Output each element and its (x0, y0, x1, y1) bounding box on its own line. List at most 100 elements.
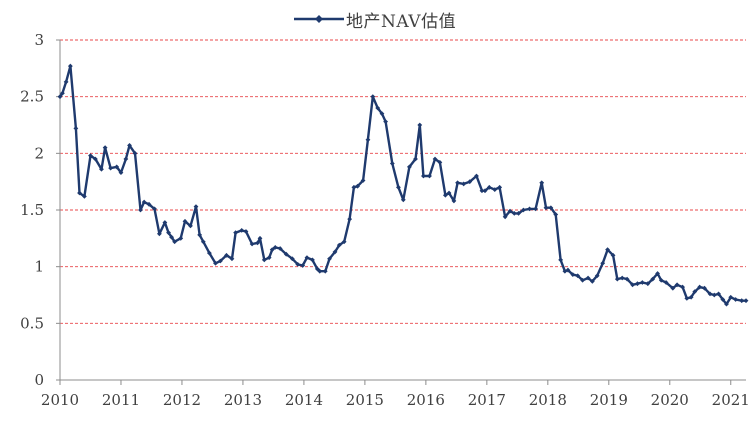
data-point (728, 294, 734, 300)
data-point (539, 180, 545, 186)
data-point (610, 252, 616, 258)
data-point (655, 271, 660, 276)
data-point (283, 251, 289, 257)
data-point (389, 161, 395, 166)
data-point (413, 156, 418, 162)
data-point (585, 275, 591, 281)
data-point (516, 211, 521, 216)
x-tick-label: 2010 (41, 391, 79, 409)
data-point (527, 206, 532, 212)
data-point (193, 204, 199, 209)
data-point (102, 145, 108, 151)
data-point (739, 298, 745, 304)
data-point (300, 263, 306, 268)
y-tick-label: 3 (34, 31, 44, 49)
data-point (152, 206, 157, 212)
data-point (521, 207, 526, 213)
data-point (580, 277, 585, 283)
data-point (243, 229, 249, 234)
data-point (178, 235, 184, 241)
data-point (707, 291, 713, 297)
data-point (249, 241, 255, 247)
data-point (336, 242, 342, 248)
data-point (548, 205, 554, 211)
x-tick-label: 2021 (712, 391, 750, 409)
data-point (295, 262, 301, 267)
data-point (166, 230, 171, 236)
data-point (451, 198, 457, 204)
data-point (269, 247, 275, 253)
data-point (543, 205, 549, 211)
y-tick-label: 1 (34, 258, 44, 276)
x-tick-label: 2013 (224, 391, 262, 409)
data-point (605, 247, 610, 253)
data-point (421, 173, 426, 179)
x-tick-label: 2016 (407, 391, 445, 409)
legend: 地产NAV估值 (292, 6, 456, 32)
data-point (486, 184, 492, 190)
data-point (502, 214, 508, 220)
data-point (570, 272, 576, 277)
x-tick-label: 2017 (468, 391, 506, 409)
data-point (206, 250, 212, 256)
data-point (400, 197, 406, 203)
data-point (375, 105, 381, 111)
data-point (432, 156, 438, 162)
data-point (132, 150, 138, 156)
data-point (88, 153, 93, 158)
legend-marker-line (294, 15, 344, 23)
data-point (645, 281, 651, 287)
data-point (630, 282, 635, 288)
data-point (674, 282, 680, 288)
data-point (224, 252, 229, 258)
y-tick-label: 2.5 (20, 88, 44, 106)
data-point (407, 164, 412, 170)
data-point (589, 279, 595, 284)
series-line (59, 64, 746, 306)
data-point (446, 190, 452, 196)
data-point (99, 166, 104, 172)
data-point (67, 63, 73, 69)
data-point (635, 281, 640, 287)
data-point (172, 239, 178, 245)
data-point (417, 122, 423, 128)
data-point (680, 284, 685, 290)
y-tick-label: 2 (34, 144, 44, 162)
data-point (575, 273, 581, 279)
data-point (702, 285, 707, 291)
data-point (684, 296, 690, 301)
data-point (688, 294, 694, 300)
legend-label: 地产NAV估值 (346, 11, 457, 32)
data-point (437, 160, 443, 165)
y-tick-label: 0.5 (20, 314, 44, 332)
data-point (73, 126, 79, 131)
data-point (455, 180, 460, 186)
data-point (482, 188, 488, 194)
x-tick-label: 2020 (651, 391, 689, 409)
data-point (77, 190, 82, 196)
data-point (379, 111, 385, 117)
data-point (558, 257, 564, 263)
data-point (396, 184, 401, 190)
data-point (127, 143, 132, 148)
data-point (467, 179, 473, 185)
data-point (697, 284, 703, 290)
data-point (92, 156, 98, 162)
data-point (200, 239, 206, 245)
y-tick-label: 1.5 (20, 201, 44, 219)
data-point (257, 235, 263, 241)
data-point (507, 208, 513, 214)
data-point (442, 192, 448, 198)
data-point (743, 298, 749, 304)
data-point (347, 216, 353, 222)
data-point (213, 260, 218, 266)
data-point (341, 239, 347, 245)
x-tick-label: 2019 (590, 391, 628, 409)
data-point (360, 178, 366, 183)
data-point (272, 245, 278, 250)
data-point (720, 297, 726, 302)
data-point (511, 211, 517, 216)
data-point (182, 218, 188, 224)
data-point (123, 156, 129, 162)
